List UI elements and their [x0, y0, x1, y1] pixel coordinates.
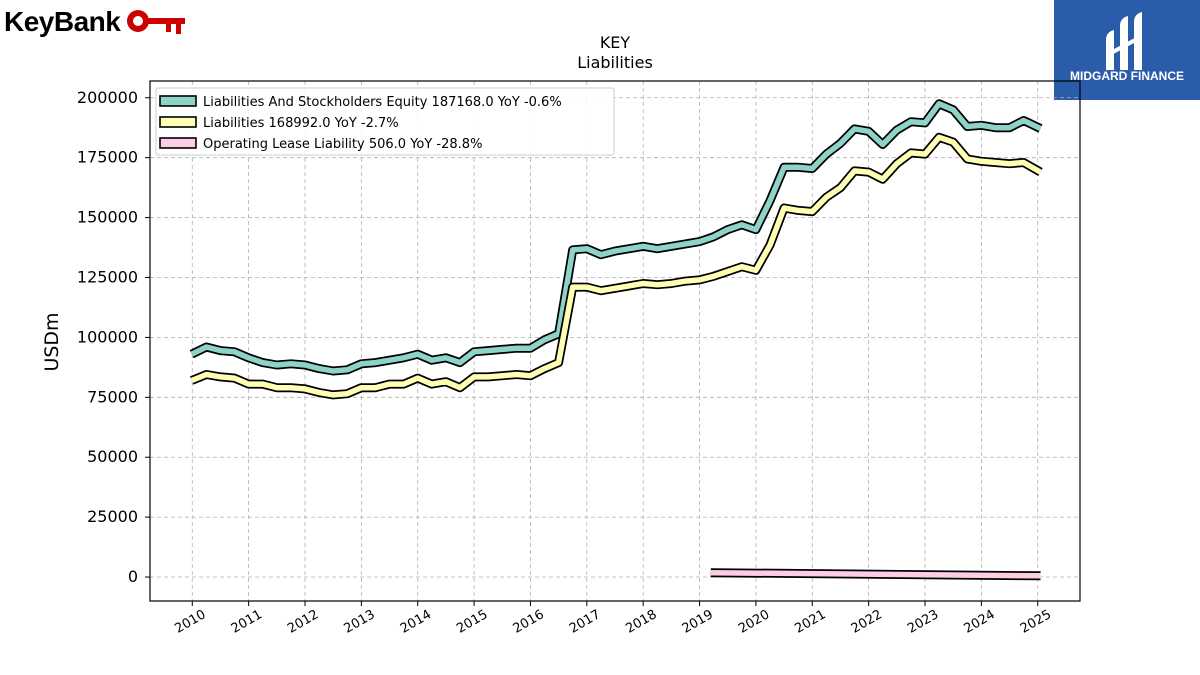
x-tick-label: 2013 — [342, 607, 378, 637]
x-tick-label: 2015 — [454, 607, 490, 637]
series-line-2 — [710, 569, 1041, 579]
y-tick-label: 150000 — [77, 208, 138, 227]
x-tick-label: 2020 — [736, 607, 772, 637]
x-tick-label: 2010 — [172, 607, 208, 637]
key-icon — [127, 10, 186, 34]
legend-label-0: Liabilities And Stockholders Equity 1871… — [203, 95, 562, 110]
legend-label-1: Liabilities 168992.0 YoY -2.7% — [203, 116, 399, 131]
midgard-finance-logo: MIDGARD FINANCE — [1054, 0, 1200, 100]
y-tick-label: 175000 — [77, 148, 138, 167]
x-tick-label: 2018 — [623, 607, 659, 637]
axes: 0 25000 50000 75000 100000 125000 150000 175000… — [77, 88, 1054, 637]
chart-title: KEY — [600, 33, 631, 52]
legend-swatch-1 — [159, 116, 197, 128]
x-tick-label: 2025 — [1018, 607, 1054, 637]
series-line-0 — [190, 101, 1042, 374]
midgard-logo-icon — [1106, 12, 1142, 70]
legend-swatch-0 — [159, 95, 197, 107]
x-tick-label: 2019 — [680, 607, 716, 637]
x-tick-label: 2021 — [792, 607, 828, 637]
legend-label-2: Operating Lease Liability 506.0 YoY -28.… — [203, 137, 482, 152]
y-tick-label: 100000 — [77, 327, 138, 346]
x-tick-label: 2016 — [511, 607, 547, 637]
x-tick-label: 2023 — [905, 607, 941, 637]
x-tick-label: 2012 — [285, 607, 321, 637]
x-tick-label: 2014 — [398, 607, 434, 637]
legend-box — [155, 87, 615, 156]
corner-logo-label: MIDGARD FINANCE — [1070, 69, 1184, 83]
y-tick-label: 50000 — [87, 447, 138, 466]
brand-logo: KeyBank — [4, 2, 186, 42]
plot-frame — [149, 80, 1081, 602]
legend: Liabilities And Stockholders Equity 1871… — [155, 87, 615, 156]
x-tick-label: 2011 — [229, 607, 265, 637]
y-tick-label: 75000 — [87, 387, 138, 406]
x-tick-label: 2024 — [962, 607, 998, 637]
chart-subtitle: Liabilities — [577, 53, 653, 72]
series-layer — [189, 99, 1043, 581]
grid — [150, 81, 1080, 601]
y-tick-label: 0 — [128, 567, 138, 586]
y-tick-label: 125000 — [77, 267, 138, 286]
y-tick-label: 25000 — [87, 507, 138, 526]
y-tick-label: 200000 — [77, 88, 138, 107]
x-tick-label: 2022 — [849, 607, 885, 637]
series-outline-1 — [189, 132, 1043, 400]
brand-name: KeyBank — [4, 6, 121, 37]
legend-swatch-2 — [159, 137, 197, 149]
series-line-1 — [190, 134, 1042, 398]
x-tick-label: 2017 — [567, 607, 603, 637]
y-axis-label: USDm — [41, 312, 63, 371]
